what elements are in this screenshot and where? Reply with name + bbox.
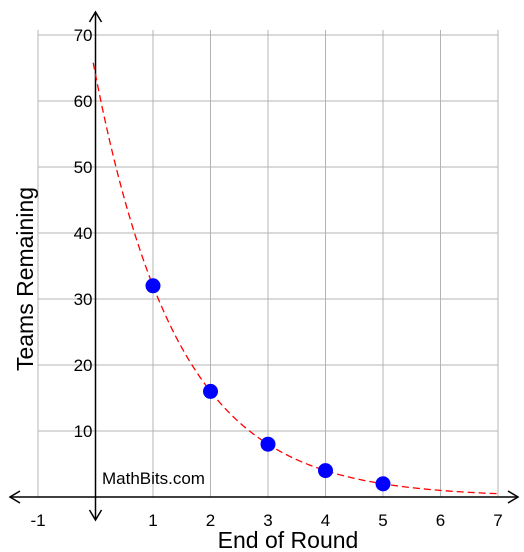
y-tick-label: 50 <box>74 158 93 177</box>
y-tick-label: 20 <box>74 356 93 375</box>
data-point <box>203 383 218 399</box>
grid <box>37 30 499 497</box>
y-tick-label: 10 <box>74 422 93 441</box>
data-points <box>145 278 391 492</box>
data-point <box>375 476 391 492</box>
x-tick-label: 2 <box>206 511 215 530</box>
y-axis-arrow-up <box>88 10 103 23</box>
data-point <box>145 278 161 294</box>
exponential-curve <box>92 62 499 495</box>
x-axis-arrow-right <box>507 490 520 504</box>
x-tick-label: 5 <box>378 511 387 530</box>
x-axis-arrow-left <box>8 490 21 504</box>
x-tick-label: 6 <box>436 511 445 530</box>
x-tick-label: 3 <box>263 511 272 530</box>
tick-labels: -1 1 2 3 4 5 6 7 10 20 30 40 50 60 70 <box>30 26 502 530</box>
y-tick-label: 70 <box>74 26 93 45</box>
y-tick-label: 60 <box>74 92 93 111</box>
axes <box>8 10 520 522</box>
x-tick-label: -1 <box>30 511 45 530</box>
x-tick-label: 1 <box>148 511 157 530</box>
x-tick-label: 7 <box>493 511 502 530</box>
data-point <box>260 436 276 452</box>
data-point <box>318 463 333 479</box>
y-tick-label: 40 <box>74 224 93 243</box>
fit-curve <box>92 62 499 495</box>
x-tick-label: 4 <box>321 511 330 530</box>
x-axis-title: End of Round <box>218 527 359 552</box>
watermark-annotation: MathBits.com <box>102 469 205 488</box>
y-axis-title: Teams Remaining <box>12 187 38 371</box>
y-tick-label: 30 <box>74 290 93 309</box>
y-axis-arrow-down <box>88 509 103 522</box>
